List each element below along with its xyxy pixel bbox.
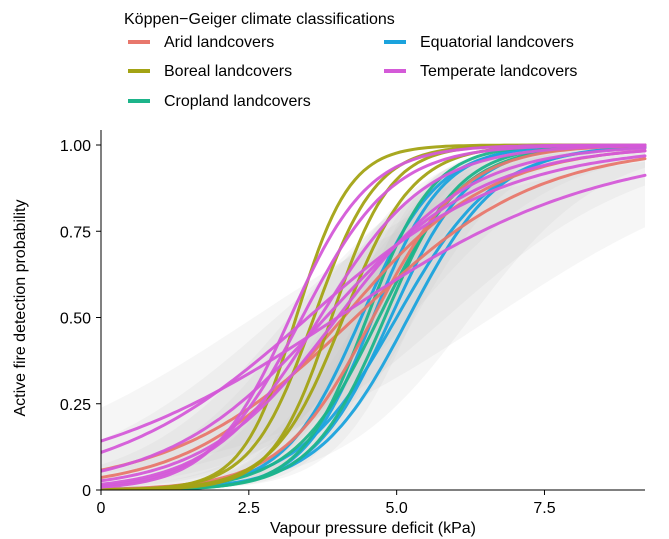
series-line-18 [101,146,647,483]
legend: Köppen−Geiger climate classifications Ar… [124,11,577,110]
legend-label-0: Arid landcovers [164,34,274,51]
series-line-20 [101,154,647,454]
x-ticks: 0 2.5 5.0 7.5 [97,490,556,517]
series-line-10 [101,157,647,472]
y-tick-label-1: 0.25 [60,397,91,414]
y-tick-label-4: 1.00 [60,138,91,155]
y-tick-label-2: 0.50 [60,311,91,328]
y-axis-title: Active fire detection probability [12,200,29,417]
x-tick-label-3: 7.5 [533,500,555,517]
series-line-21 [101,149,647,473]
legend-label-2: Cropland landcovers [164,93,311,110]
y-ticks: 0 0.25 0.50 0.75 1.00 [60,138,101,500]
x-tick-label-2: 5.0 [386,500,408,517]
axes: 0 0.25 0.50 0.75 1.00 0 2.5 5.0 7.5 [60,130,645,517]
series-line-19 [101,173,647,443]
x-axis-title: Vapour pressure deficit (kPa) [270,520,476,537]
series-line-17 [101,143,647,488]
plot-area [101,143,647,490]
legend-label-4: Temperate landcovers [420,63,577,80]
legend-entries: Arid landcovers Boreal landcovers Cropland… [128,34,577,110]
y-tick-label-3: 0.75 [60,224,91,241]
legend-label-3: Equatorial landcovers [420,34,574,51]
series-curves [101,143,647,490]
x-tick-label-0: 0 [97,500,106,517]
y-tick-label-0: 0 [82,483,91,500]
legend-label-1: Boreal landcovers [164,63,292,80]
legend-title: Köppen−Geiger climate classifications [124,11,395,28]
x-tick-label-1: 2.5 [238,500,260,517]
